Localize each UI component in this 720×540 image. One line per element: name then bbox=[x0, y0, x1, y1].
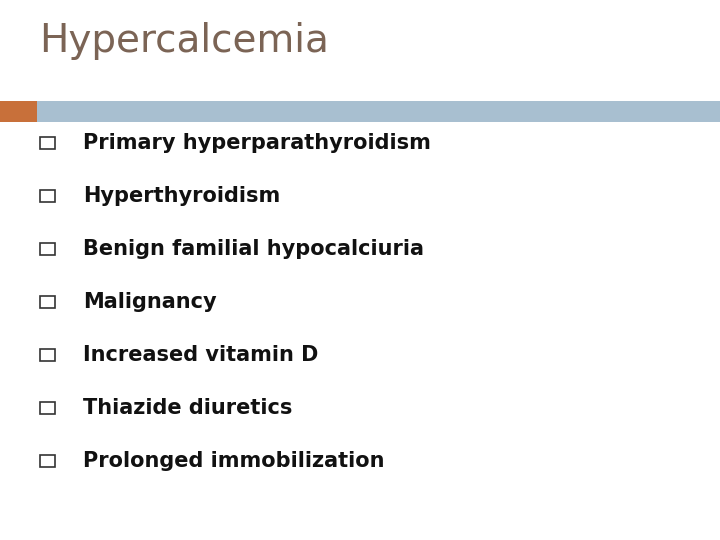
Text: Thiazide diuretics: Thiazide diuretics bbox=[83, 397, 292, 418]
Bar bbox=[40, 296, 55, 308]
Text: Increased vitamin D: Increased vitamin D bbox=[83, 345, 318, 365]
Bar bbox=[40, 455, 55, 467]
Bar bbox=[40, 137, 55, 149]
Bar bbox=[0, 101, 37, 122]
Bar bbox=[40, 190, 55, 202]
Bar bbox=[40, 349, 55, 361]
Bar bbox=[40, 243, 55, 255]
Text: Prolonged immobilization: Prolonged immobilization bbox=[83, 450, 384, 471]
Bar bbox=[40, 402, 55, 414]
Text: Benign familial hypocalciuria: Benign familial hypocalciuria bbox=[83, 239, 424, 259]
Bar bbox=[37, 101, 720, 122]
Text: Hyperthyroidism: Hyperthyroidism bbox=[83, 186, 280, 206]
Text: Malignancy: Malignancy bbox=[83, 292, 217, 312]
Text: Hypercalcemia: Hypercalcemia bbox=[40, 22, 330, 59]
Text: Primary hyperparathyroidism: Primary hyperparathyroidism bbox=[83, 133, 431, 153]
